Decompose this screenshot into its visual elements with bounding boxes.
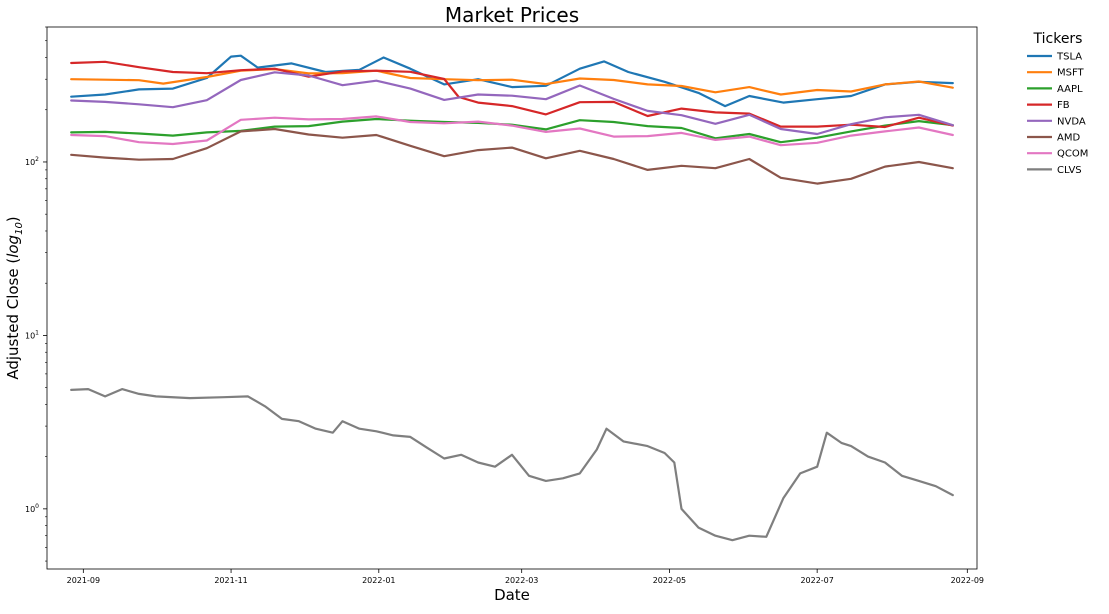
x-tick-label: 2021-09: [67, 576, 100, 585]
series-line-nvda: [70, 71, 954, 136]
legend-label-aapl: AAPL: [1057, 84, 1083, 95]
legend: Tickers TSLA MSFT AAPL FB NVDA AMD QCOM CLVS: [1027, 31, 1088, 176]
y-tick-label: 102: [25, 156, 39, 167]
legend-label-qcom: QCOM: [1057, 149, 1088, 160]
legend-title: Tickers: [1033, 31, 1083, 47]
y-axis-label: Adjusted Close (log10): [4, 216, 25, 379]
y-tick-label: 101: [25, 329, 39, 340]
x-axis: 2021-09 2021-11 2022-01 2022-03 2022-05 2022-…: [67, 569, 984, 585]
x-tick-label: 2021-11: [214, 576, 247, 585]
x-tick-label: 2022-03: [505, 576, 538, 585]
plot-area: [46, 26, 978, 570]
series-line-fb: [70, 60, 954, 129]
series-line-aapl: [70, 117, 954, 144]
legend-label-fb: FB: [1057, 100, 1070, 111]
x-tick-label: 2022-01: [362, 576, 395, 585]
y-axis: 100 101 102: [25, 26, 47, 562]
y-tick-label: 100: [25, 503, 39, 514]
x-axis-label: Date: [494, 586, 530, 604]
x-tick-label: 2022-07: [800, 576, 833, 585]
legend-label-clvs: CLVS: [1057, 165, 1082, 176]
x-tick-label: 2022-05: [653, 576, 686, 585]
series-line-amd: [70, 127, 954, 185]
legend-label-msft: MSFT: [1057, 68, 1085, 79]
legend-label-nvda: NVDA: [1057, 116, 1086, 127]
series-line-tsla: [70, 54, 954, 108]
legend-label-amd: AMD: [1057, 133, 1080, 144]
series-lines: [70, 54, 954, 542]
series-line-msft: [70, 68, 954, 96]
legend-label-tsla: TSLA: [1056, 52, 1082, 63]
series-line-qcom: [70, 115, 954, 147]
chart-title: Market Prices: [445, 3, 579, 27]
x-tick-label: 2022-09: [951, 576, 984, 585]
series-line-clvs: [70, 388, 954, 542]
